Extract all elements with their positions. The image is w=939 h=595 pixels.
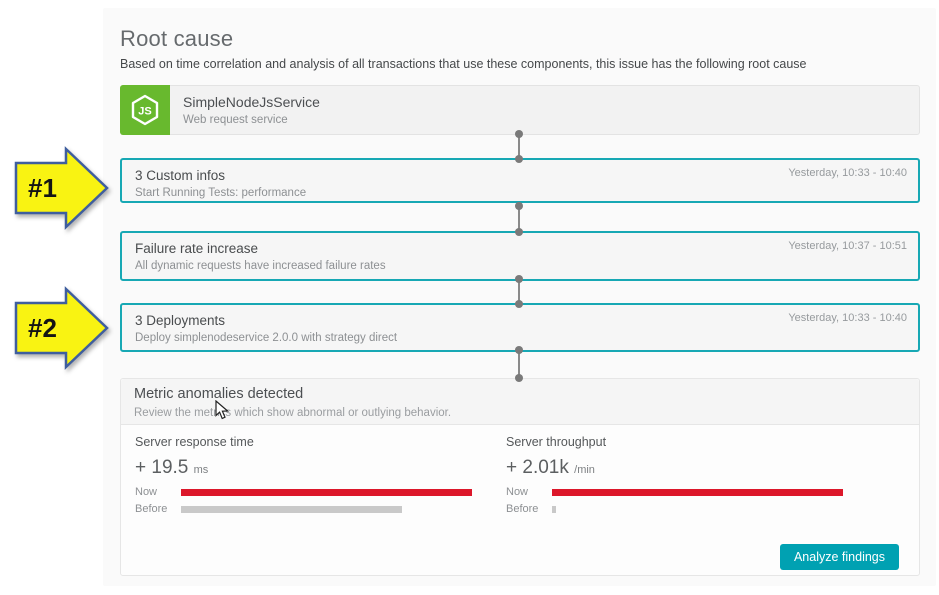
metric-server-response-time: Server response time + 19.5 ms Now Befor… (135, 435, 472, 515)
timeline-dot (515, 130, 523, 138)
event-timestamp: Yesterday, 10:33 - 10:40 (788, 312, 907, 324)
now-bar (181, 488, 472, 496)
service-text: SimpleNodeJsService Web request service (183, 94, 320, 126)
before-bar-track (552, 505, 843, 513)
event-title: 3 Custom infos (135, 168, 226, 183)
metric-unit: /min (574, 464, 595, 476)
before-label: Before (506, 503, 539, 515)
nodejs-icon-label: JS (138, 106, 151, 118)
metric-anomalies-card: Metric anomalies detected Review the met… (120, 378, 920, 576)
event-description: Deploy simplenodeservice 2.0.0 with stra… (135, 332, 398, 344)
event-card-custom-infos[interactable]: 3 Custom infos Start Running Tests: perf… (120, 158, 920, 203)
event-description: Start Running Tests: performance (135, 187, 307, 199)
metric-name: Server response time (135, 435, 254, 449)
now-bar-row: Now (135, 486, 472, 498)
event-timestamp: Yesterday, 10:37 - 10:51 (788, 240, 907, 252)
timeline-connector (515, 275, 523, 308)
service-name: SimpleNodeJsService (183, 94, 320, 110)
metric-delta: + 19.5 (135, 457, 189, 478)
metric-server-throughput: Server throughput + 2.01k /min Now Befor… (506, 435, 843, 515)
metric-unit: ms (193, 464, 209, 476)
event-card-failure-rate[interactable]: Failure rate increase All dynamic reques… (120, 231, 920, 281)
service-card[interactable]: JS SimpleNodeJsService Web request servi… (120, 85, 920, 135)
service-type: Web request service (183, 114, 288, 126)
before-bar-row: Before (135, 503, 472, 515)
before-bar-row: Before (506, 503, 843, 515)
now-bar-track (552, 488, 843, 496)
before-label: Before (135, 503, 168, 515)
timeline-dot (515, 346, 523, 354)
timeline-connector (515, 202, 523, 236)
event-timestamp: Yesterday, 10:33 - 10:40 (788, 167, 907, 179)
metric-delta: + 2.01k (506, 457, 569, 478)
now-bar-row: Now (506, 486, 843, 498)
metric-delta-value: + 2.01k /min (506, 457, 843, 479)
event-card-deployments[interactable]: 3 Deployments Deploy simplenodeservice 2… (120, 303, 920, 352)
annotation-arrow-1: #1 (14, 146, 109, 230)
before-bar (552, 505, 557, 513)
before-bar (181, 505, 403, 513)
annotation-label: #1 (28, 173, 57, 203)
root-cause-panel: Root cause Based on time correlation and… (103, 8, 936, 586)
now-bar (552, 488, 843, 496)
annotation-label: #2 (28, 313, 57, 343)
timeline-dot (515, 300, 523, 308)
now-label: Now (135, 486, 158, 498)
timeline-dot (515, 275, 523, 283)
timeline-dot (515, 228, 523, 236)
metric-delta-value: + 19.5 ms (135, 457, 472, 479)
nodejs-icon: JS (120, 85, 170, 135)
timeline-connector (515, 130, 523, 163)
metric-name: Server throughput (506, 435, 607, 449)
analyze-findings-button[interactable]: Analyze findings (779, 544, 899, 570)
timeline-dot (515, 202, 523, 210)
event-title: Failure rate increase (135, 241, 259, 256)
arrow-shape (14, 286, 109, 370)
event-title: 3 Deployments (135, 313, 226, 328)
timeline-dot (515, 155, 523, 163)
arrow-shape (14, 146, 109, 230)
metric-anomalies-subtitle: Review the metrics which show abnormal o… (134, 407, 452, 419)
mouse-cursor-icon (215, 400, 230, 420)
page-title: Root cause (120, 26, 234, 51)
timeline-dot (515, 374, 523, 382)
timeline-connector (515, 346, 523, 382)
metric-anomalies-header[interactable]: Metric anomalies detected Review the met… (121, 379, 919, 425)
annotation-arrow-2: #2 (14, 286, 109, 370)
page-subtitle: Based on time correlation and analysis o… (120, 57, 807, 71)
metric-anomalies-title: Metric anomalies detected (134, 386, 304, 402)
event-description: All dynamic requests have increased fail… (135, 260, 386, 272)
now-bar-track (181, 488, 472, 496)
now-label: Now (506, 486, 529, 498)
before-bar-track (181, 505, 472, 513)
